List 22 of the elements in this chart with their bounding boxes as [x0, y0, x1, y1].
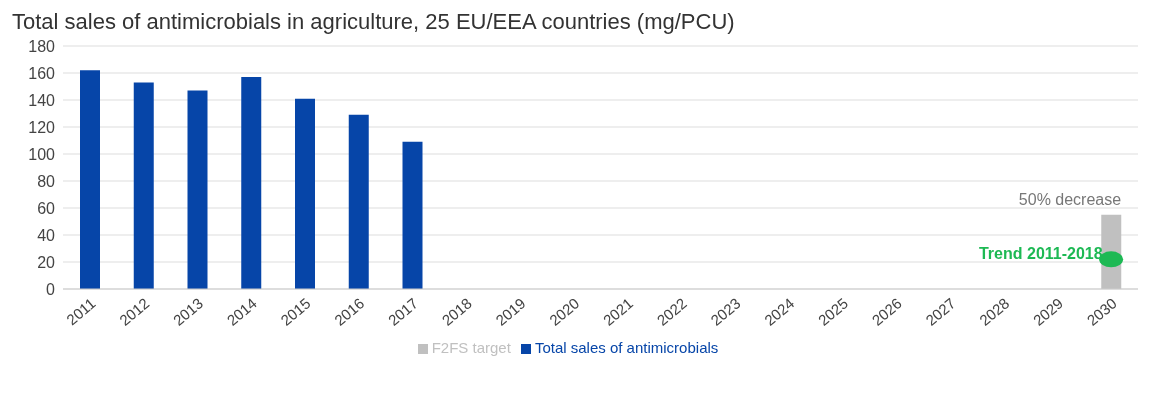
legend-label: Total sales of antimicrobials	[534, 339, 719, 356]
y-tick-label: 160	[28, 64, 56, 82]
chart-title: Total sales of antimicrobials in agriculture, 25 EU/EEA countries (mg/PCU)	[11, 8, 736, 36]
series-label: Trend 2011-2018	[978, 244, 1103, 262]
bar	[241, 77, 262, 289]
y-tick-label: 180	[28, 37, 56, 55]
y-tick-label: 0	[46, 280, 56, 298]
bar	[187, 90, 208, 289]
y-tick-label: 120	[28, 118, 56, 136]
bar	[402, 141, 423, 289]
bar	[348, 114, 369, 289]
bar	[295, 98, 315, 289]
legend-label: F2FS target	[431, 339, 511, 356]
annotation: 50% decrease	[1018, 190, 1122, 208]
y-tick-label: 80	[37, 172, 56, 190]
y-tick-label: 60	[37, 199, 56, 217]
y-tick-label: 40	[37, 226, 56, 244]
y-tick-label: 100	[28, 145, 56, 163]
bar	[133, 82, 154, 289]
y-tick-label: 20	[37, 253, 56, 271]
y-tick-label: 140	[28, 91, 56, 109]
bar	[80, 70, 100, 289]
